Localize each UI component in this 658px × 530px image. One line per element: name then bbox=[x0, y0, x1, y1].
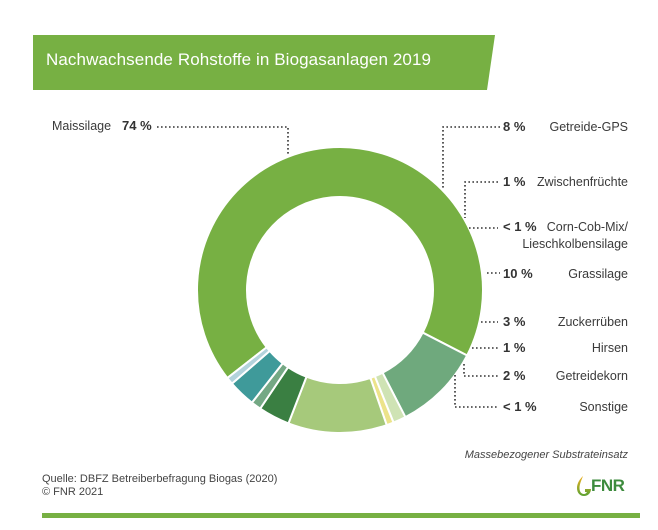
copyright-text: © FNR 2021 bbox=[42, 486, 104, 498]
value-getreide-gps: 8 % bbox=[503, 119, 526, 134]
fnr-logo-text: FNR bbox=[591, 476, 625, 495]
title-banner-shape bbox=[33, 35, 495, 90]
value-zuckerrueben: 3 % bbox=[503, 314, 526, 329]
slice-maissilage bbox=[196, 146, 484, 380]
chart-title: Nachwachsende Rohstoffe in Biogasanlagen… bbox=[46, 50, 432, 69]
title-banner bbox=[33, 35, 495, 90]
value-getreidekorn: 2 % bbox=[503, 368, 526, 383]
label-maissilage: Maissilage bbox=[52, 119, 112, 133]
label-zuckerrueben: Zuckerrüben bbox=[557, 315, 628, 329]
value-zwischenfruechte: 1 % bbox=[503, 174, 526, 189]
value-maissilage: 74 % bbox=[122, 118, 152, 133]
chart-subtitle-note: Massebezogener Substrateinsatz bbox=[464, 449, 628, 461]
label-corn-cob-mix-line1: Corn-Cob-Mix/ bbox=[546, 220, 628, 234]
label-getreide-gps: Getreide-GPS bbox=[549, 120, 628, 134]
fnr-logo: FNR bbox=[574, 473, 634, 499]
leader-line-zwischenfruechte bbox=[464, 181, 498, 218]
source-block: Quelle: DBFZ Betreiberbefragung Biogas (… bbox=[42, 473, 277, 499]
leader-line-sonstige bbox=[454, 375, 498, 408]
label-grassilage: Grassilage bbox=[568, 267, 628, 281]
label-corn-cob-mix-line2: Lieschkolbensilage bbox=[522, 237, 628, 251]
leader-line-getreide-gps bbox=[442, 126, 500, 190]
label-sonstige: Sonstige bbox=[579, 400, 628, 414]
leader-line-maissilage bbox=[157, 126, 289, 155]
slice-sonstige bbox=[225, 345, 272, 386]
label-hirsen: Hirsen bbox=[591, 341, 628, 355]
fnr-logo-drop-icon bbox=[577, 476, 591, 496]
value-corn-cob-mix: < 1 % bbox=[503, 219, 537, 234]
value-sonstige: < 1 % bbox=[503, 399, 537, 414]
bottom-rule bbox=[42, 513, 640, 518]
leader-line-getreidekorn bbox=[463, 364, 498, 377]
value-hirsen: 1 % bbox=[503, 340, 526, 355]
value-grassilage: 10 % bbox=[503, 266, 533, 281]
label-zwischenfruechte: Zwischenfrüchte bbox=[536, 175, 628, 189]
source-text: Quelle: DBFZ Betreiberbefragung Biogas (… bbox=[42, 473, 278, 485]
label-getreidekorn: Getreidekorn bbox=[555, 369, 628, 383]
